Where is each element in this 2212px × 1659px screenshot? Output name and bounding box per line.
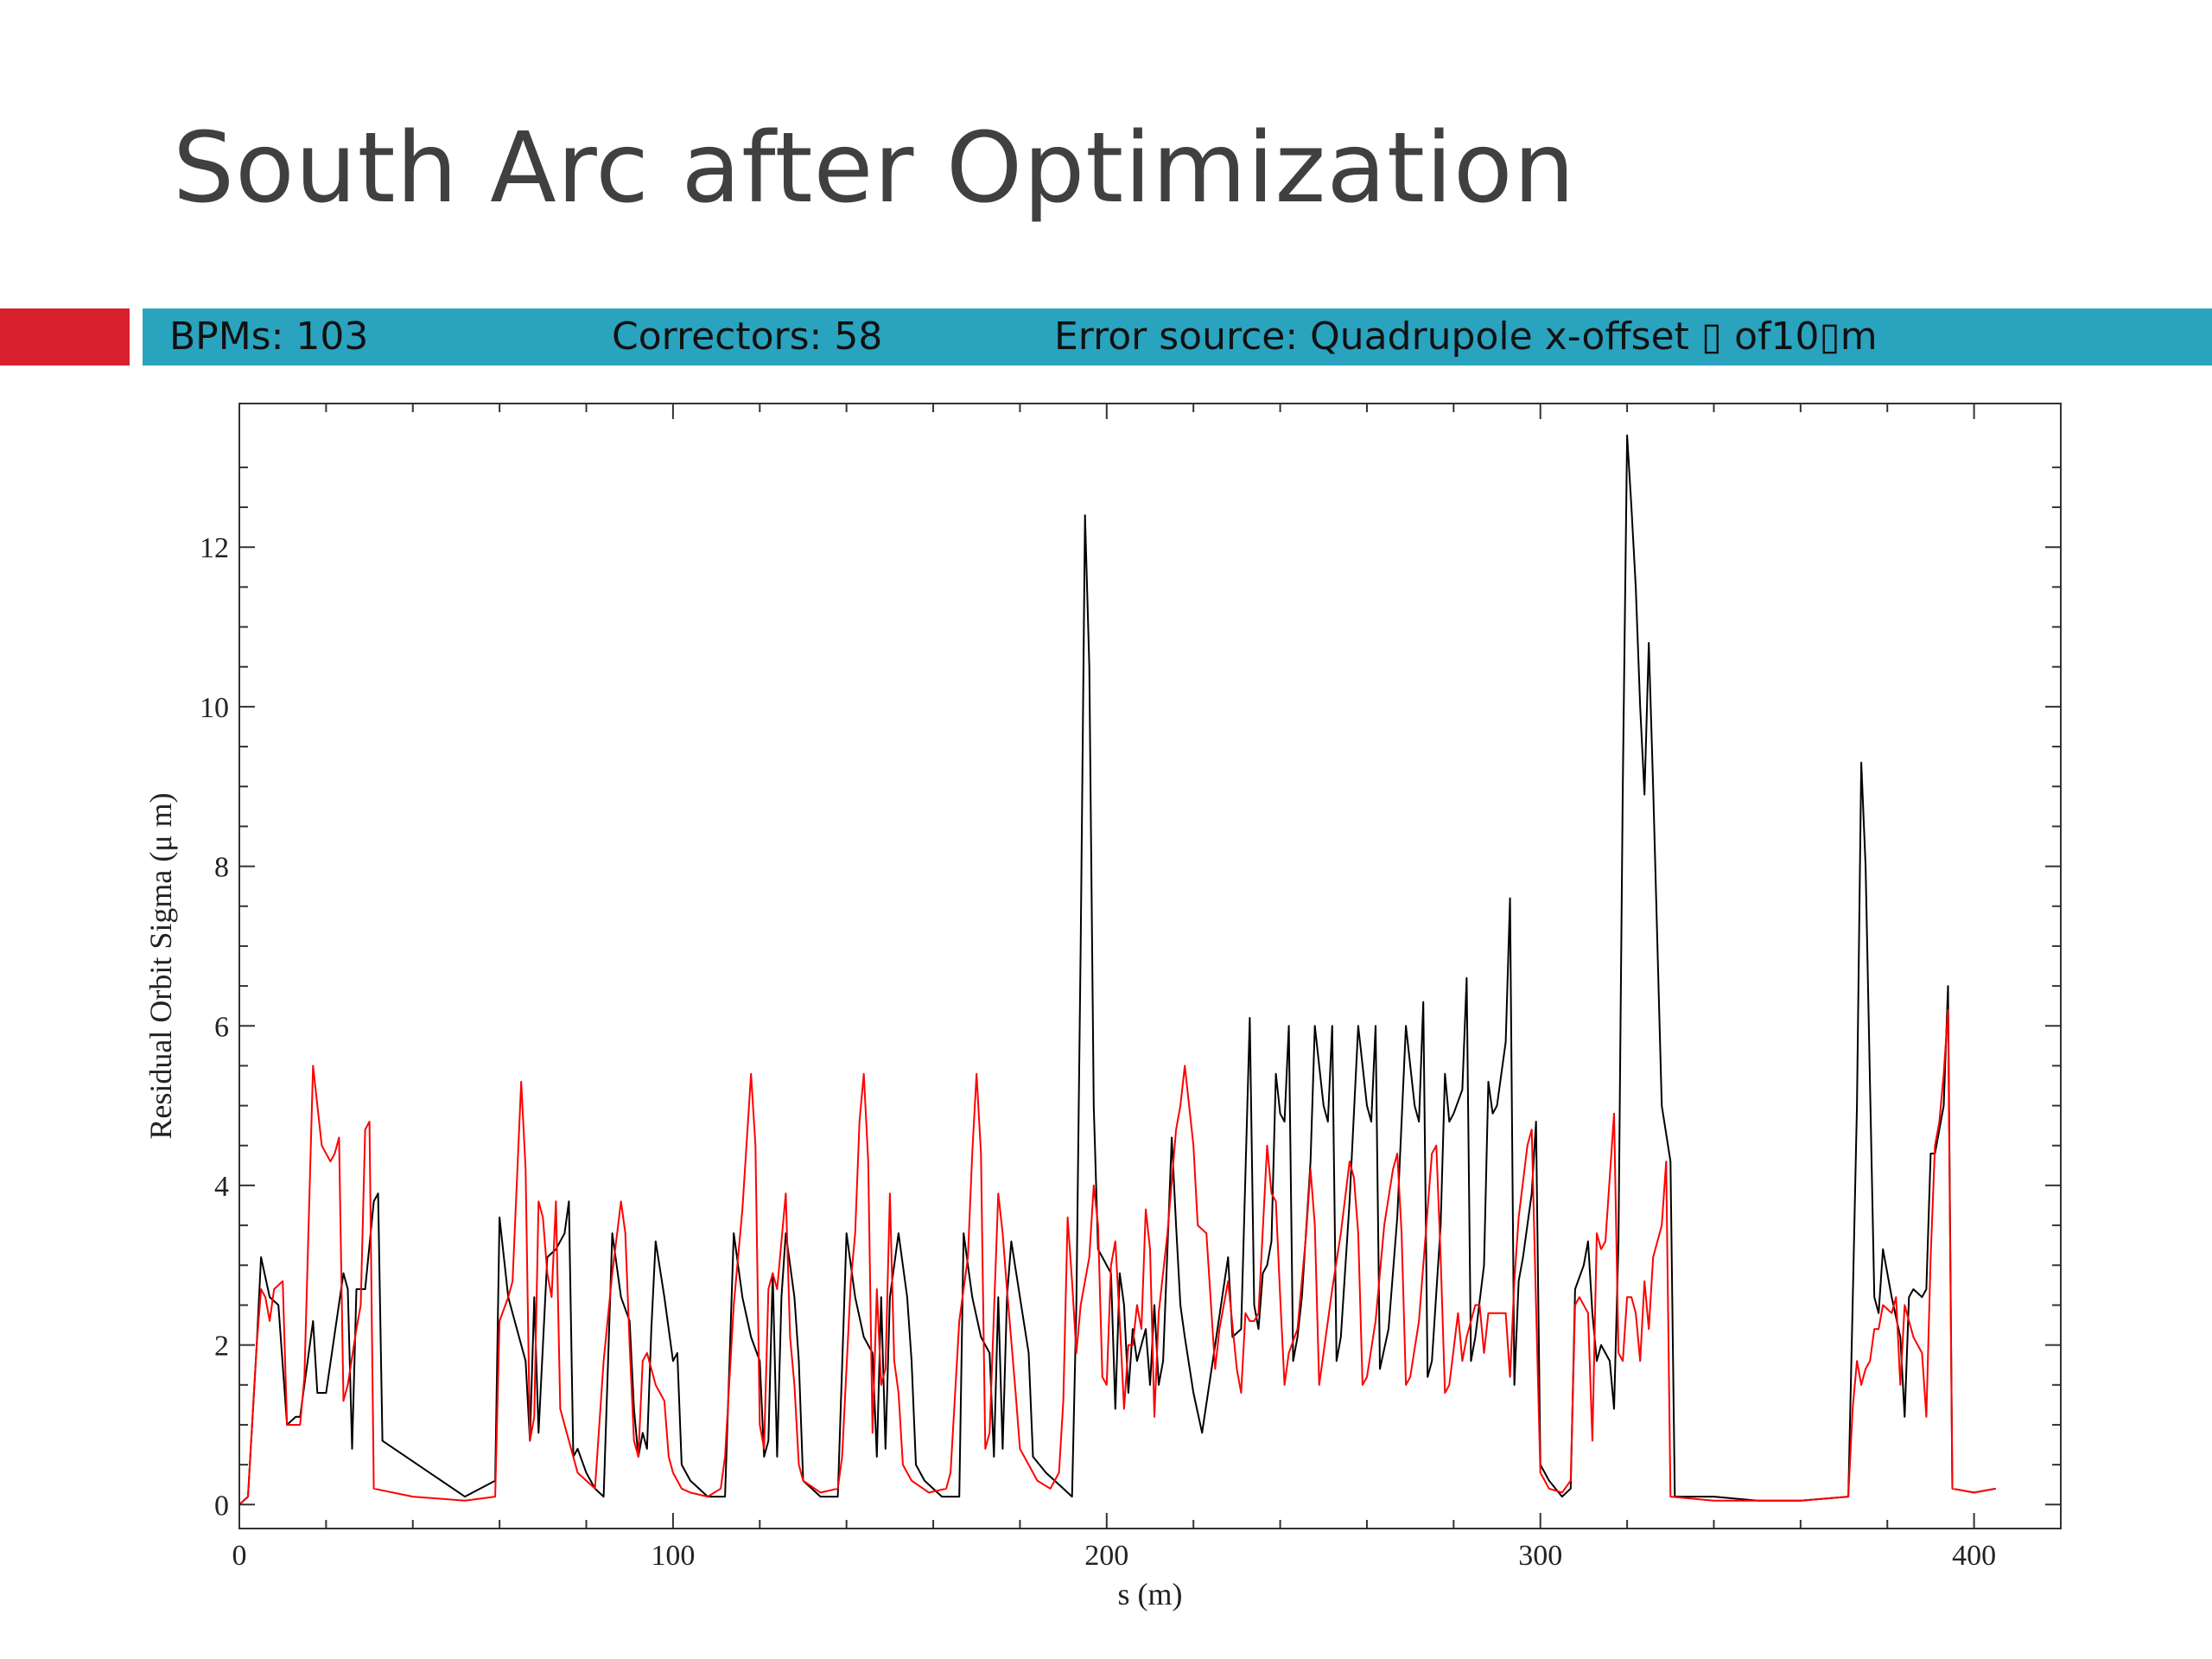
- corrector-count-label: Correctors: 58: [612, 315, 883, 359]
- x-tick-label: 100: [651, 1540, 695, 1572]
- y-tick-label: 10: [200, 692, 229, 724]
- y-axis-title: Residual Orbit Sigma (μ m): [143, 792, 178, 1139]
- y-tick-label: 12: [200, 532, 229, 564]
- y-tick-label: 0: [214, 1490, 229, 1522]
- x-tick-label: 200: [1084, 1540, 1128, 1572]
- info-bar: [143, 308, 2212, 365]
- error-source-label: Error source: Quadrupole x-offset ▯ of10…: [1054, 315, 1878, 359]
- series-layer: [238, 434, 1996, 1506]
- x-axis-title: s (m): [1118, 1577, 1183, 1611]
- y-tick-label: 6: [214, 1011, 229, 1043]
- tick-layer: 0 100 200 300 400 0 2 4 6 8 10 12: [200, 404, 2061, 1572]
- chart-area: 0 100 200 300 400 0 2 4 6 8 10 12 s (m) Residual Or…: [0, 380, 2212, 1659]
- plot-frame: [238, 403, 2062, 1529]
- x-tick-label: 300: [1518, 1540, 1562, 1572]
- x-tick-label: 400: [1952, 1540, 1996, 1572]
- series-line-red: [238, 1008, 1996, 1506]
- orbit-sigma-chart: 0 100 200 300 400 0 2 4 6 8 10 12 s (m) Residual Or…: [143, 403, 2062, 1611]
- slide-title: South Arc after Optimization: [173, 112, 1576, 225]
- y-tick-label: 2: [214, 1331, 229, 1363]
- series-line-black: [238, 434, 1996, 1506]
- y-tick-label: 8: [214, 852, 229, 884]
- bpm-count-label: BPMs: 103: [169, 315, 369, 359]
- title-accent-block: [0, 308, 130, 365]
- y-tick-label: 4: [214, 1171, 229, 1203]
- x-tick-label: 0: [232, 1540, 247, 1572]
